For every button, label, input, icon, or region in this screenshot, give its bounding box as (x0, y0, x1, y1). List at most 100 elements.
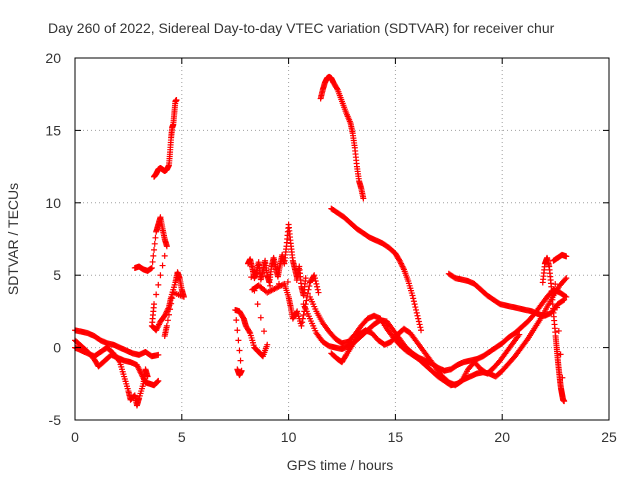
data-point-marker (418, 327, 425, 334)
data-point-marker (302, 275, 309, 282)
data-point-marker (410, 298, 417, 305)
data-point-marker (299, 319, 306, 326)
data-point-marker (416, 321, 423, 328)
data-point-marker (563, 275, 570, 282)
series-mid-scatter (232, 221, 322, 379)
data-point-marker (155, 281, 162, 288)
data-point-marker (237, 357, 244, 364)
data-point-marker (555, 327, 562, 334)
data-point-marker (415, 315, 422, 322)
series-early-c (72, 344, 151, 409)
data-point-marker (560, 297, 567, 304)
data-point-marker (559, 374, 566, 381)
data-point-marker (410, 295, 417, 302)
data-point-marker (168, 300, 175, 307)
x-axis-label: GPS time / hours (287, 457, 394, 473)
data-point-marker (293, 277, 300, 284)
data-point-marker (152, 234, 159, 241)
data-point-marker (305, 286, 312, 293)
x-tick-label: 5 (178, 429, 186, 445)
data-point-marker (562, 293, 569, 300)
series-bumps (328, 325, 523, 389)
data-point-marker (562, 276, 569, 283)
data-point-marker (411, 301, 418, 308)
data-point-marker (261, 328, 268, 335)
series-late-descent (445, 270, 568, 319)
data-point-marker (267, 282, 274, 289)
data-point-marker (155, 377, 162, 384)
data-point-marker (164, 317, 171, 324)
data-point-marker (563, 253, 570, 260)
y-tick-label: 5 (53, 267, 61, 283)
data-point-marker (414, 312, 421, 319)
series-late-spike (539, 251, 570, 405)
x-tick-label: 0 (71, 429, 79, 445)
data-point-marker (314, 283, 321, 290)
y-tick-label: 15 (45, 122, 61, 138)
data-point-marker (257, 314, 264, 321)
data-point-marker (148, 264, 155, 271)
data-point-marker (236, 347, 243, 354)
data-point-marker (173, 96, 180, 103)
data-point-marker (167, 306, 174, 313)
data-point-marker (153, 291, 160, 298)
y-tick-label: 10 (45, 195, 61, 211)
data-point-marker (554, 304, 561, 311)
data-point-marker (300, 312, 307, 319)
data-point-marker (313, 280, 320, 287)
y-tick-label: -5 (49, 412, 62, 428)
chart-title: Day 260 of 2022, Sidereal Day-to-day VTE… (48, 20, 555, 36)
data-point-marker (151, 246, 158, 253)
y-tick-label: 20 (45, 50, 61, 66)
y-tick-label: 0 (53, 340, 61, 356)
data-point-marker (161, 252, 168, 259)
data-point-marker (150, 252, 157, 259)
data-point-marker (151, 240, 158, 247)
data-point-marker (284, 278, 291, 285)
axis-ticks: 0 5 10 15 20 25 -5 0 5 10 15 20 (45, 50, 617, 445)
x-tick-label: 15 (388, 429, 404, 445)
data-point-marker (298, 322, 305, 329)
data-point-marker (159, 262, 166, 269)
data-point-marker (299, 315, 306, 322)
data-point-marker (254, 301, 261, 308)
data-point-marker (557, 351, 564, 358)
data-point-marker (415, 318, 422, 325)
data-point-marker (311, 275, 318, 282)
plot-frame (74, 57, 610, 421)
data-point-marker (154, 378, 161, 385)
data-point-marker (311, 272, 318, 279)
data-point-marker (312, 277, 319, 284)
data-point-marker (144, 373, 151, 380)
data-point-marker (161, 333, 168, 340)
data-point-marker (413, 309, 420, 316)
series-descent (306, 275, 570, 389)
series-falling-a (317, 73, 367, 202)
series-falling-b (328, 205, 425, 334)
data-point-marker (235, 337, 242, 344)
x-tick-label: 10 (281, 429, 297, 445)
data-point-marker (157, 272, 164, 279)
x-tick-label: 25 (601, 429, 617, 445)
series-early-d (131, 214, 187, 340)
data-point-marker (516, 331, 523, 338)
data-point-marker (303, 297, 310, 304)
data-point-marker (561, 398, 568, 405)
data-point-marker (417, 324, 424, 331)
data-point-marker (234, 327, 241, 334)
data-point-marker (360, 195, 367, 202)
data-point-marker (246, 328, 253, 335)
series-early-e (151, 96, 180, 180)
series-early-a (72, 327, 162, 360)
y-axis-label: SDTVAR / TECUs (5, 183, 21, 295)
data-point-marker (233, 317, 240, 324)
data-point-marker (314, 286, 321, 293)
data-point-marker (170, 289, 177, 296)
data-point-marker (413, 306, 420, 313)
data-point-marker (304, 290, 311, 297)
data-point-marker (238, 367, 245, 374)
data-point-marker (412, 304, 419, 311)
data-point-marker (315, 289, 322, 296)
data-point-marker (155, 351, 162, 358)
